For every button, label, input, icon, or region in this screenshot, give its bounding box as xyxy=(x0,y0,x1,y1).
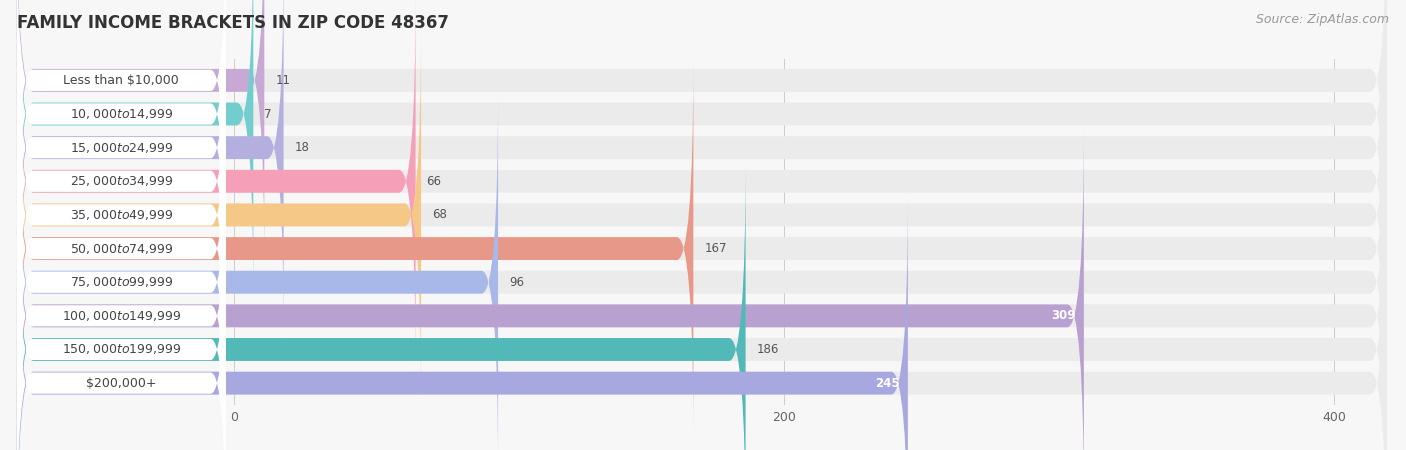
FancyBboxPatch shape xyxy=(17,0,1386,304)
Text: 66: 66 xyxy=(426,175,441,188)
Text: 245: 245 xyxy=(875,377,900,390)
Text: Less than $10,000: Less than $10,000 xyxy=(63,74,179,87)
FancyBboxPatch shape xyxy=(17,92,1386,450)
FancyBboxPatch shape xyxy=(17,159,745,450)
FancyBboxPatch shape xyxy=(17,7,226,356)
FancyBboxPatch shape xyxy=(17,58,1386,439)
FancyBboxPatch shape xyxy=(17,175,226,450)
Text: $35,000 to $49,999: $35,000 to $49,999 xyxy=(69,208,173,222)
FancyBboxPatch shape xyxy=(17,40,226,389)
FancyBboxPatch shape xyxy=(17,126,1386,450)
Text: $25,000 to $34,999: $25,000 to $34,999 xyxy=(69,174,173,188)
Text: $200,000+: $200,000+ xyxy=(86,377,156,390)
Text: 167: 167 xyxy=(704,242,727,255)
FancyBboxPatch shape xyxy=(17,209,226,450)
FancyBboxPatch shape xyxy=(17,141,226,450)
Text: $15,000 to $24,999: $15,000 to $24,999 xyxy=(69,141,173,155)
FancyBboxPatch shape xyxy=(17,0,226,288)
Text: 96: 96 xyxy=(509,276,524,289)
FancyBboxPatch shape xyxy=(17,92,498,450)
FancyBboxPatch shape xyxy=(17,159,1386,450)
FancyBboxPatch shape xyxy=(17,0,416,372)
Text: 11: 11 xyxy=(276,74,290,87)
FancyBboxPatch shape xyxy=(17,108,226,450)
Text: $50,000 to $74,999: $50,000 to $74,999 xyxy=(69,242,173,256)
FancyBboxPatch shape xyxy=(17,24,1386,405)
Text: 18: 18 xyxy=(295,141,309,154)
Text: 309: 309 xyxy=(1052,309,1076,322)
FancyBboxPatch shape xyxy=(17,193,908,450)
FancyBboxPatch shape xyxy=(17,0,226,322)
FancyBboxPatch shape xyxy=(17,193,1386,450)
Text: $10,000 to $14,999: $10,000 to $14,999 xyxy=(69,107,173,121)
FancyBboxPatch shape xyxy=(17,58,693,439)
FancyBboxPatch shape xyxy=(17,0,226,255)
FancyBboxPatch shape xyxy=(17,0,264,271)
FancyBboxPatch shape xyxy=(17,0,1386,271)
Text: Source: ZipAtlas.com: Source: ZipAtlas.com xyxy=(1256,14,1389,27)
Text: $100,000 to $149,999: $100,000 to $149,999 xyxy=(62,309,181,323)
FancyBboxPatch shape xyxy=(17,126,1084,450)
FancyBboxPatch shape xyxy=(17,0,1386,338)
Text: 68: 68 xyxy=(432,208,447,221)
FancyBboxPatch shape xyxy=(17,0,253,304)
FancyBboxPatch shape xyxy=(17,74,226,423)
FancyBboxPatch shape xyxy=(17,24,420,405)
Text: FAMILY INCOME BRACKETS IN ZIP CODE 48367: FAMILY INCOME BRACKETS IN ZIP CODE 48367 xyxy=(17,14,449,32)
Text: $75,000 to $99,999: $75,000 to $99,999 xyxy=(69,275,173,289)
Text: 7: 7 xyxy=(264,108,271,121)
FancyBboxPatch shape xyxy=(17,0,284,338)
Text: 186: 186 xyxy=(756,343,779,356)
FancyBboxPatch shape xyxy=(17,0,1386,372)
Text: $150,000 to $199,999: $150,000 to $199,999 xyxy=(62,342,181,356)
